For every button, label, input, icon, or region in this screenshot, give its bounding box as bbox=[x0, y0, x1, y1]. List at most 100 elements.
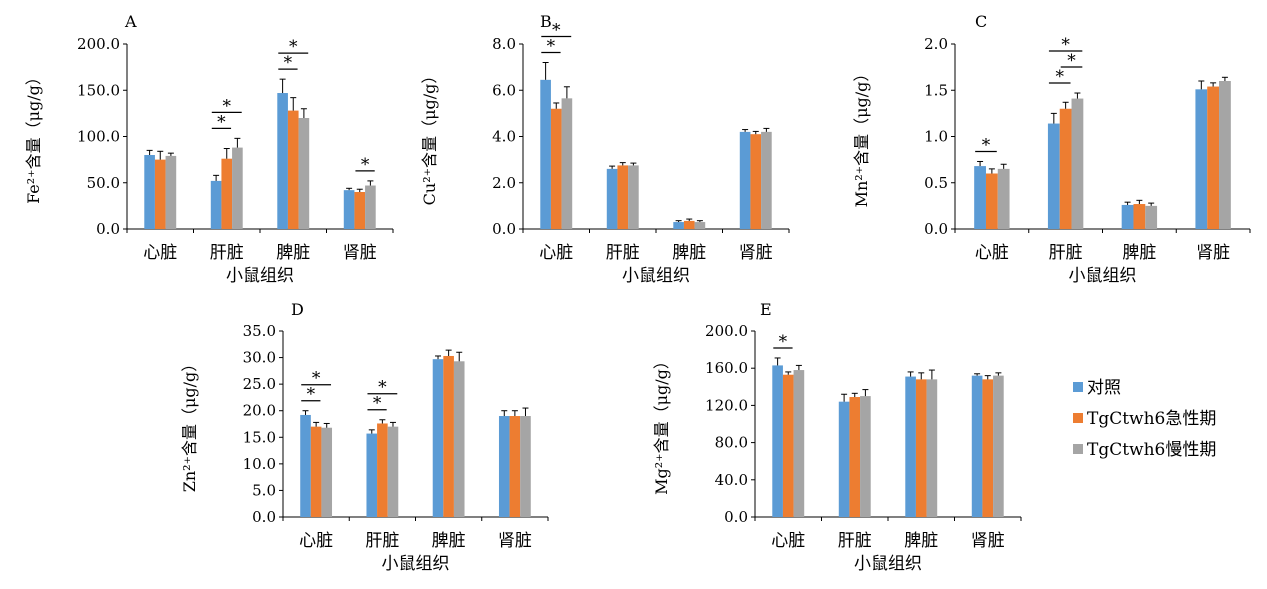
category-label: 脾脏 bbox=[904, 531, 938, 551]
y-tick-label: 0.0 bbox=[252, 508, 276, 526]
y-tick-label: 50.0 bbox=[87, 174, 120, 192]
y-tick-label: 80.0 bbox=[715, 434, 748, 452]
category-label: 脾脏 bbox=[276, 243, 310, 263]
significance-star: * bbox=[307, 385, 316, 405]
significance-star: * bbox=[284, 53, 293, 73]
significance-star: * bbox=[1067, 51, 1076, 71]
significance-star: * bbox=[373, 394, 382, 414]
y-tick-label: 6.0 bbox=[492, 81, 516, 99]
category-label: 肝脏 bbox=[606, 243, 640, 263]
bar bbox=[561, 98, 573, 229]
y-tick-label: 100.0 bbox=[77, 128, 120, 146]
category-label: 肝脏 bbox=[1049, 243, 1083, 263]
bar bbox=[443, 355, 454, 517]
bar bbox=[849, 397, 861, 517]
y-tick-label: 20.0 bbox=[243, 402, 276, 420]
category-label: 心脏 bbox=[975, 243, 1009, 263]
bar bbox=[1145, 205, 1158, 229]
y-tick-label: 10.0 bbox=[243, 455, 276, 473]
bar bbox=[300, 414, 311, 517]
significance-star: * bbox=[223, 96, 232, 116]
panel-label: B bbox=[540, 12, 552, 31]
y-tick-label: 2.0 bbox=[924, 35, 948, 53]
category-label: 肝脏 bbox=[365, 531, 399, 551]
significance-star: * bbox=[1055, 67, 1064, 87]
bar bbox=[520, 416, 531, 517]
bar bbox=[298, 118, 310, 229]
bar bbox=[971, 375, 983, 517]
category-label: 心脏 bbox=[771, 531, 805, 551]
panel-label: A bbox=[124, 12, 137, 31]
bar bbox=[310, 426, 322, 517]
y-axis-title: Mg²⁺含量（μg/g） bbox=[652, 353, 671, 495]
y-tick-label: 8.0 bbox=[492, 35, 516, 53]
category-label: 心脏 bbox=[299, 531, 333, 551]
bar bbox=[683, 220, 695, 229]
significance-star: * bbox=[217, 112, 226, 132]
y-tick-label: 150.0 bbox=[77, 81, 120, 99]
x-axis-title: 小鼠组织 bbox=[226, 266, 294, 286]
significance-star: * bbox=[361, 155, 370, 175]
bar bbox=[165, 155, 177, 229]
legend: 对照 TgCtwh6急性期 TgCtwh6慢性期 bbox=[1073, 378, 1216, 460]
y-tick-label: 0.0 bbox=[724, 508, 748, 526]
y-tick-label: 30.0 bbox=[243, 349, 276, 367]
category-label: 脾脏 bbox=[672, 243, 706, 263]
y-tick-label: 25.0 bbox=[243, 375, 276, 393]
x-axis-title: 小鼠组织 bbox=[854, 554, 922, 574]
bar bbox=[343, 190, 355, 229]
bar bbox=[761, 131, 772, 229]
bar bbox=[540, 79, 551, 229]
bar bbox=[432, 359, 444, 517]
y-axis-title: Fe²⁺含量（μg/g） bbox=[24, 69, 43, 204]
significance-star: * bbox=[1061, 35, 1070, 55]
bar bbox=[1133, 204, 1146, 229]
y-tick-label: 5.0 bbox=[252, 481, 276, 499]
y-tick-label: 200.0 bbox=[77, 35, 120, 53]
bar bbox=[287, 110, 299, 229]
y-tick-label: 0.0 bbox=[96, 220, 120, 238]
y-tick-label: 15.0 bbox=[243, 428, 276, 446]
significance-star: * bbox=[982, 135, 991, 155]
bar bbox=[772, 365, 783, 517]
y-tick-label: 160.0 bbox=[705, 359, 748, 377]
category-label: 心脏 bbox=[539, 243, 573, 263]
bar bbox=[277, 93, 288, 230]
category-label: 肝脏 bbox=[838, 531, 872, 551]
legend-label: 对照 bbox=[1087, 378, 1121, 398]
legend-label: TgCtwh6慢性期 bbox=[1087, 439, 1216, 460]
significance-star: * bbox=[312, 369, 321, 389]
y-axis-title: Zn²⁺含量（μg/g） bbox=[180, 356, 199, 493]
bar bbox=[793, 370, 805, 517]
y-tick-label: 1.0 bbox=[924, 128, 948, 146]
bar bbox=[154, 159, 166, 229]
category-label: 肾脏 bbox=[343, 243, 377, 263]
bar bbox=[498, 416, 510, 517]
x-axis-title: 小鼠组织 bbox=[622, 266, 690, 286]
bar bbox=[1195, 89, 1208, 229]
y-tick-label: 120.0 bbox=[705, 396, 748, 414]
bar bbox=[1219, 81, 1231, 229]
bar bbox=[453, 361, 465, 517]
category-label: 肝脏 bbox=[210, 243, 244, 263]
bar bbox=[509, 416, 521, 517]
bar bbox=[550, 108, 562, 229]
category-label: 肾脏 bbox=[971, 531, 1005, 551]
category-label: 脾脏 bbox=[1122, 243, 1156, 263]
x-axis-title: 小鼠组织 bbox=[382, 554, 450, 574]
legend-swatch bbox=[1073, 413, 1083, 423]
bar bbox=[982, 379, 994, 517]
panel-label: C bbox=[975, 12, 987, 31]
category-label: 肾脏 bbox=[498, 531, 532, 551]
bar bbox=[221, 158, 233, 229]
y-tick-label: 0.0 bbox=[924, 220, 948, 238]
y-tick-label: 2.0 bbox=[492, 174, 516, 192]
bar bbox=[838, 401, 850, 517]
bar bbox=[387, 426, 399, 517]
y-tick-label: 1.5 bbox=[924, 81, 948, 99]
bar bbox=[1071, 98, 1084, 229]
bar bbox=[782, 374, 794, 517]
